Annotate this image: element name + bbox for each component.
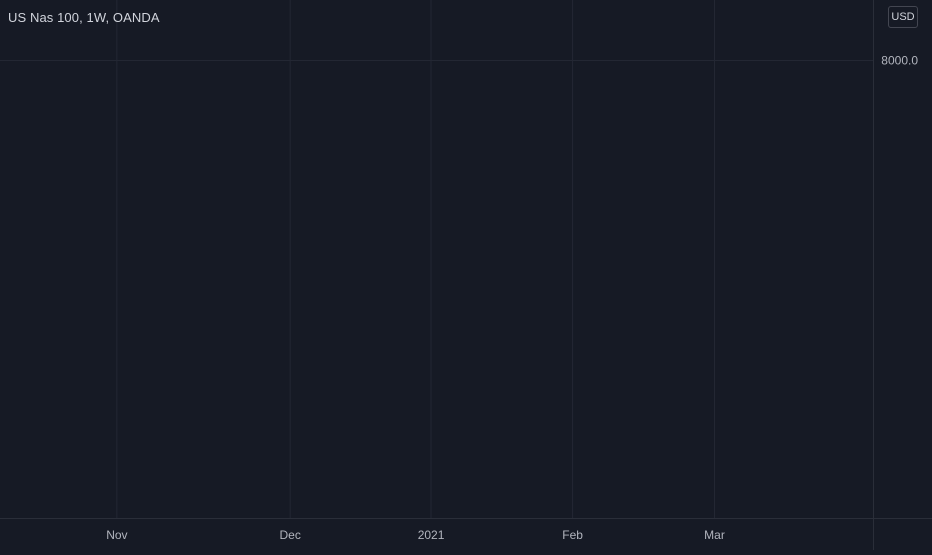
x-tick-label: Nov — [106, 528, 127, 542]
x-tick-label: Dec — [280, 528, 301, 542]
currency-button[interactable]: USD — [888, 6, 918, 28]
symbol-title: US Nas 100, 1W, OANDA — [8, 10, 160, 25]
y-tick-label: 8000.0 — [881, 54, 918, 68]
x-tick-label: 2021 — [418, 528, 445, 542]
x-tick-label: Feb — [562, 528, 583, 542]
y-tick-label: 9000.0 — [881, 0, 918, 2]
x-tick-label: Mar — [704, 528, 725, 542]
